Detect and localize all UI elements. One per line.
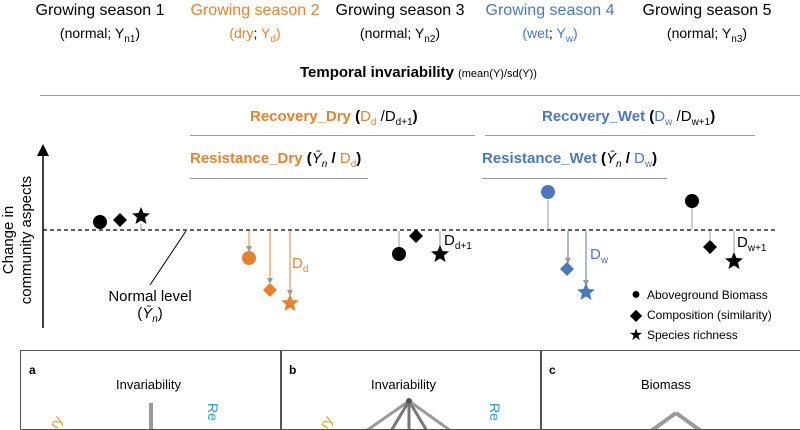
s5-richness-marker — [725, 252, 743, 269]
legend-label: Composition (similarity) — [647, 308, 772, 322]
panel-letter: c — [549, 363, 556, 377]
s3-richness-marker — [431, 245, 449, 262]
panel-b-node — [406, 398, 412, 404]
dw1-label: Dw+1 — [737, 234, 767, 254]
recovery-wet-label: Recovery_Wet (Dw /Dw+1) — [542, 108, 716, 128]
panel-b: b Invariability ry Re — [280, 350, 542, 430]
panel-c-branch — [650, 411, 678, 429]
diamond-icon: ◆ — [629, 307, 643, 324]
circle-icon: ● — [631, 286, 641, 303]
season-title: Growing season 2 — [190, 2, 320, 19]
season1-biomass-marker — [93, 215, 107, 229]
panel-title: Invariability — [116, 377, 182, 392]
season-title: Growing season 3 — [335, 2, 465, 19]
season-3-header: Growing season 3 (normal; Yn2) — [325, 0, 475, 51]
resistance-dry-rule — [190, 178, 368, 179]
normal-level-pointer — [149, 230, 187, 286]
normal-level-symbol: (Ȳn) — [137, 305, 163, 325]
dd-label: Dd — [292, 255, 309, 275]
season-subtitle: (normal; Yn3) — [666, 25, 748, 45]
season-subtitle: (wet; Yw) — [522, 25, 578, 45]
resistance-wet-label: Resistance_Wet (Ȳn / Dw) — [482, 150, 658, 170]
season1-composition-marker — [113, 213, 127, 227]
dd1-label: Dd+1 — [444, 232, 472, 252]
panel-c-branch — [674, 411, 702, 429]
legend-item-composition: ◆ Composition (similarity) — [625, 305, 772, 325]
s5-biomass-marker — [685, 194, 699, 208]
diagram-canvas — [37, 144, 775, 328]
panel-a: a Invariability ry Re — [20, 350, 282, 430]
legend-item-biomass: ● Aboveground Biomass — [625, 285, 772, 305]
panel-c-graphic — [650, 411, 702, 429]
recovery-dry-label: Recovery_Dry (Dd /Dd+1) — [250, 108, 418, 128]
season-subtitle: (normal; Yn1) — [59, 25, 141, 45]
wet-composition-marker — [560, 262, 574, 276]
panel-b-branch — [366, 399, 410, 429]
season-2-header: Growing season 2 (dry; Yd) — [180, 0, 330, 51]
panel-a-graphic — [149, 403, 153, 429]
season-subtitle: (dry; Yd) — [229, 25, 281, 45]
normal-level-label: Normal level (Ȳn) — [100, 288, 200, 325]
panel-b-branch — [407, 400, 428, 429]
wet-richness-marker — [577, 283, 595, 300]
season-title: Growing season 4 — [485, 2, 615, 19]
resistance-wet-rule — [482, 178, 667, 179]
dry-biomass-marker — [242, 251, 256, 265]
season-title: Growing season 1 — [35, 2, 165, 19]
temporal-invariability-rule — [40, 95, 800, 96]
resistance-dry-label: Resistance_Dry (Ȳn / Dd) — [190, 150, 362, 170]
legend-label: Species richness — [647, 328, 738, 342]
recovery-wet-rule — [485, 135, 755, 136]
star-icon: ★ — [628, 327, 644, 344]
wet-biomass-marker — [541, 185, 555, 199]
dry-richness-marker — [281, 294, 299, 311]
s5-composition-marker — [703, 240, 717, 254]
legend-label: Aboveground Biomass — [647, 288, 768, 302]
panel-b-branch — [390, 400, 411, 429]
panel-b-branch — [408, 399, 451, 429]
panel-title: Biomass — [641, 377, 691, 392]
s3-composition-marker — [409, 229, 423, 243]
season-1-header: Growing season 1 (normal; Yn1) — [25, 0, 175, 51]
recovery-dry-rule — [190, 135, 475, 136]
season-5-header: Growing season 5 (normal; Yn3) — [632, 0, 782, 51]
panel-letter: b — [289, 363, 297, 377]
panel-letter: a — [29, 363, 36, 377]
legend: ● Aboveground Biomass ◆ Composition (sim… — [625, 285, 772, 345]
season-4-header: Growing season 4 (wet; Yw) — [475, 0, 625, 51]
dry-composition-marker — [263, 283, 277, 297]
normal-level-text: Normal level — [108, 288, 192, 305]
season1-richness-marker — [132, 207, 150, 224]
legend-item-richness: ★ Species richness — [625, 325, 772, 345]
panel-c: c Biomass — [540, 350, 800, 430]
dw-label: Dw — [590, 246, 609, 266]
panel-right-word: Re — [487, 403, 503, 421]
panel-title: Invariability — [371, 377, 437, 392]
season-subtitle: (normal; Yn2) — [359, 25, 441, 45]
temporal-invariability-label: Temporal invariability (mean(Y)/sd(Y)) — [300, 64, 537, 81]
panel-right-word: Re — [205, 403, 221, 421]
season-title: Growing season 5 — [642, 2, 772, 19]
s3-biomass-marker — [392, 247, 406, 261]
